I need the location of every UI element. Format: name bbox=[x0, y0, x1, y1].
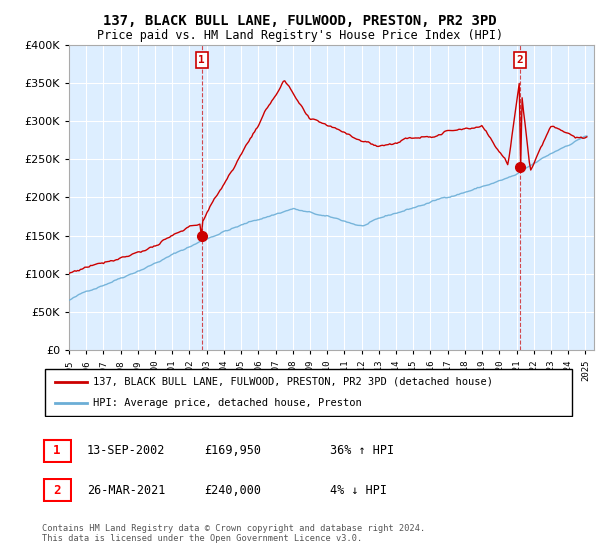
FancyBboxPatch shape bbox=[44, 440, 71, 462]
Text: HPI: Average price, detached house, Preston: HPI: Average price, detached house, Pres… bbox=[93, 398, 361, 408]
Text: 137, BLACK BULL LANE, FULWOOD, PRESTON, PR2 3PD (detached house): 137, BLACK BULL LANE, FULWOOD, PRESTON, … bbox=[93, 377, 493, 387]
Text: 137, BLACK BULL LANE, FULWOOD, PRESTON, PR2 3PD: 137, BLACK BULL LANE, FULWOOD, PRESTON, … bbox=[103, 14, 497, 28]
Text: 36% ↑ HPI: 36% ↑ HPI bbox=[330, 444, 394, 458]
Text: Price paid vs. HM Land Registry's House Price Index (HPI): Price paid vs. HM Land Registry's House … bbox=[97, 29, 503, 42]
Text: 4% ↓ HPI: 4% ↓ HPI bbox=[330, 483, 387, 497]
FancyBboxPatch shape bbox=[44, 369, 572, 416]
Text: 2: 2 bbox=[517, 55, 523, 65]
Text: 2: 2 bbox=[53, 483, 61, 497]
Text: 13-SEP-2002: 13-SEP-2002 bbox=[87, 444, 166, 458]
Text: 26-MAR-2021: 26-MAR-2021 bbox=[87, 483, 166, 497]
Text: £169,950: £169,950 bbox=[204, 444, 261, 458]
FancyBboxPatch shape bbox=[44, 479, 71, 501]
Text: Contains HM Land Registry data © Crown copyright and database right 2024.
This d: Contains HM Land Registry data © Crown c… bbox=[42, 524, 425, 543]
Text: £240,000: £240,000 bbox=[204, 483, 261, 497]
Text: 1: 1 bbox=[53, 444, 61, 458]
Text: 1: 1 bbox=[199, 55, 205, 65]
